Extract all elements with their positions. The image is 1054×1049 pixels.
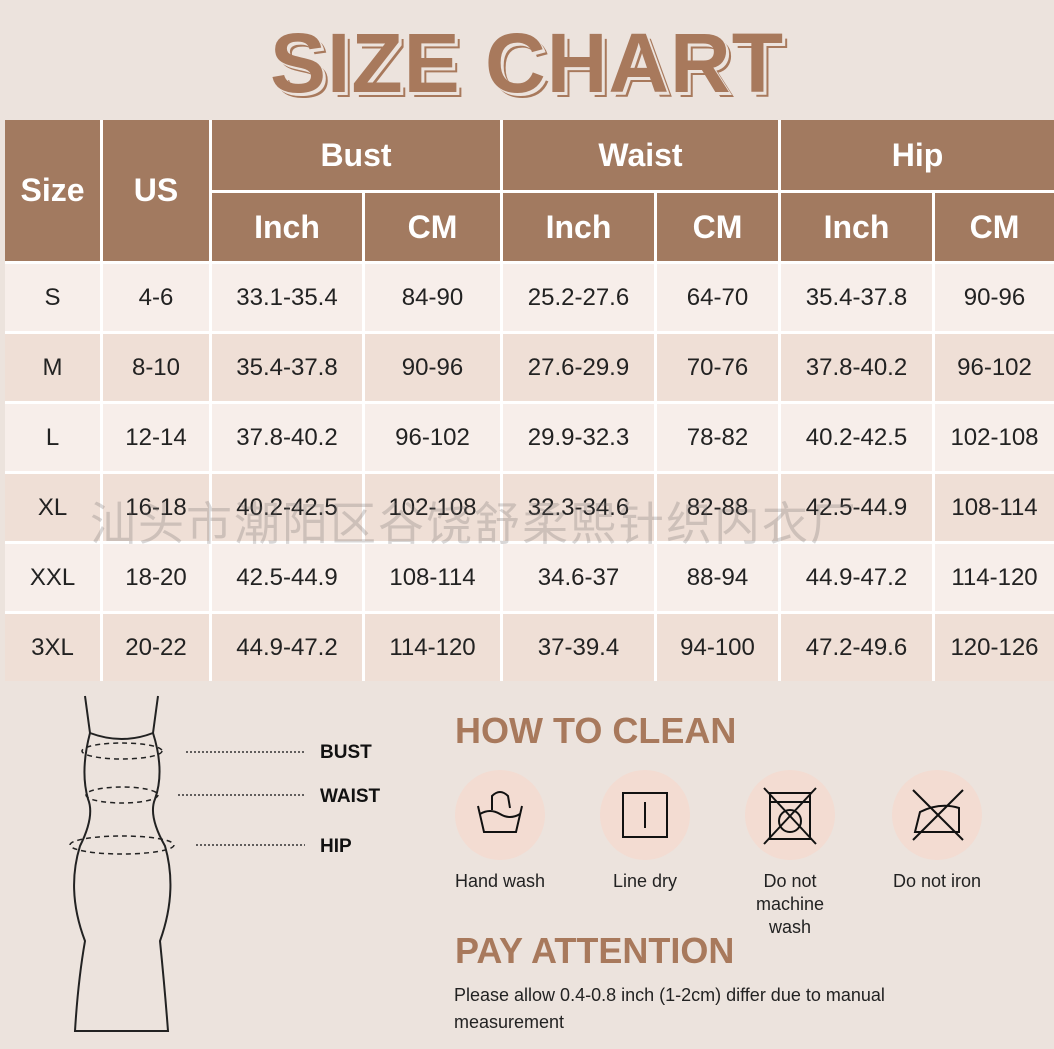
line-dry-icon [622,792,668,838]
table-cell: 33.1-35.4 [212,264,362,331]
table-cell: 64-70 [657,264,778,331]
table-cell: 18-20 [103,544,209,611]
table-cell: 114-120 [935,544,1054,611]
table-cell: 34.6-37 [503,544,654,611]
table-cell: 16-18 [103,474,209,541]
table-cell: 27.6-29.9 [503,334,654,401]
table-cell: 78-82 [657,404,778,471]
table-cell: 40.2-42.5 [781,404,932,471]
column-header: Size [5,120,100,261]
table-cell: 40.2-42.5 [212,474,362,541]
table-cell: 8-10 [103,334,209,401]
no-iron-icon [912,789,964,841]
dress-diagram [69,695,305,1032]
bust-line [81,742,163,760]
table-cell: S [5,264,100,331]
table-cell: 20-22 [103,614,209,681]
table-cell: 42.5-44.9 [781,474,932,541]
table-cell: 90-96 [365,334,500,401]
care-label: Do not machine wash [755,871,825,937]
table-cell: 108-114 [365,544,500,611]
table-cell: 94-100 [657,614,778,681]
table-cell: 70-76 [657,334,778,401]
section-title: HOW TO CLEAN [455,710,737,751]
table-cell: M [5,334,100,401]
hip-line [69,835,175,855]
table-cell: 37.8-40.2 [781,334,932,401]
measure-label: WAIST [320,786,381,807]
table-cell: 25.2-27.6 [503,264,654,331]
waist-line [85,786,159,804]
table-cell: XXL [5,544,100,611]
unit-header: Inch [212,193,362,261]
table-cell: 12-14 [103,404,209,471]
unit-header: Inch [781,193,932,261]
dress-outline [73,731,172,1032]
table-cell: 3XL [5,614,100,681]
table-cell: 88-94 [657,544,778,611]
title: SIZE CHART [270,16,784,110]
table-cell: L [5,404,100,471]
care-label: Line dry [612,871,678,891]
hand-wash-icon [477,791,523,833]
unit-header: CM [935,193,1054,261]
table-cell: 96-102 [935,334,1054,401]
table-cell: 29.9-32.3 [503,404,654,471]
table-cell: 108-114 [935,474,1054,541]
table-cell: 4-6 [103,264,209,331]
table-cell: 114-120 [365,614,500,681]
unit-header: CM [657,193,778,261]
care-label: Hand wash [454,871,546,891]
unit-header: Inch [503,193,654,261]
table-cell: 32.3-34.6 [503,474,654,541]
group-header: Hip [781,120,1054,190]
table-cell: 102-108 [935,404,1054,471]
section-title: PAY ATTENTION [455,930,735,971]
table-cell: 35.4-37.8 [212,334,362,401]
watermark: 汕头市潮阳区谷饶舒柔熙针织内衣厂 [90,497,858,551]
note: Please allow 0.4-0.8 inch (1-2cm) differ… [454,985,885,1032]
table-cell: 120-126 [935,614,1054,681]
care-icons [455,770,982,860]
table-cell: 102-108 [365,474,500,541]
table-cell: 96-102 [365,404,500,471]
table-cell: 44.9-47.2 [781,544,932,611]
table-cell: 82-88 [657,474,778,541]
table-cell: 42.5-44.9 [212,544,362,611]
measure-label: BUST [320,742,372,763]
table-cell: 47.2-49.6 [781,614,932,681]
group-header: Waist [503,120,778,190]
column-header: US [103,120,209,261]
table-cell: 90-96 [935,264,1054,331]
unit-header: CM [365,193,500,261]
table-cell: 37-39.4 [503,614,654,681]
group-header: Bust [212,120,500,190]
measure-label: HIP [320,836,352,857]
no-machine-wash-icon [763,787,817,845]
table-cell: 35.4-37.8 [781,264,932,331]
size-table: Size US Bust Inch CM Waist Inch CM Hip Inch CM S 4-6… [5,120,1054,681]
table-cell: 37.8-40.2 [212,404,362,471]
care-label: Do not iron [892,871,982,891]
table-cell: XL [5,474,100,541]
table-cell: 84-90 [365,264,500,331]
table-cell: 44.9-47.2 [212,614,362,681]
strap [84,695,159,734]
